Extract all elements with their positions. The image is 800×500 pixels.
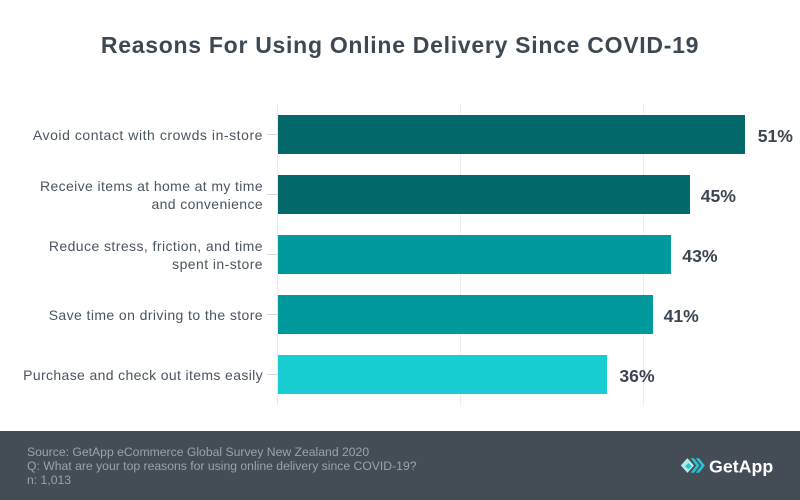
- svg-text:GetApp: GetApp: [709, 457, 773, 477]
